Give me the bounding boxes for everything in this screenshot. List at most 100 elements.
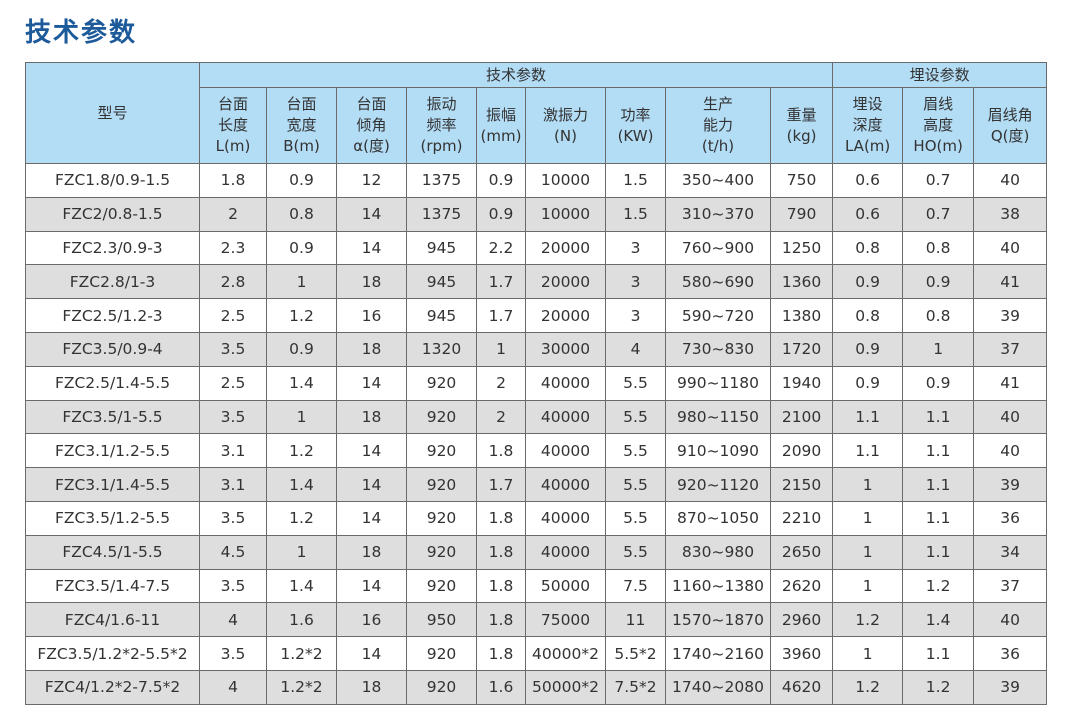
table-cell: 18: [336, 264, 407, 300]
table-row: FZC2.8/1-3 2.8 1 18 945 1.7 20000 3 580~690 1360 0…: [25, 264, 1048, 300]
table-cell: 1.1: [902, 500, 975, 536]
table-cell: 14: [336, 196, 407, 232]
table-cell: 40: [973, 230, 1048, 266]
table-cell: 2.5: [199, 365, 267, 401]
column-header-line: 眉线角: [987, 105, 1033, 124]
model-cell: FZC4/1.6-11: [25, 602, 200, 638]
column-header: 重量 (kg): [769, 87, 834, 164]
table-cell: 2650: [769, 534, 834, 570]
table-cell: 1570~1870: [665, 602, 771, 638]
table-cell: 1.1: [902, 636, 975, 671]
table-cell: 20000: [525, 264, 606, 300]
table-cell: 2.5: [199, 298, 267, 333]
model-cell: FZC4/1.2*2-7.5*2: [25, 669, 200, 705]
column-header-line: 激振力: [542, 105, 588, 124]
table-cell: 0.9: [832, 365, 904, 401]
model-cell: FZC3.5/1.2-5.5: [25, 500, 200, 536]
table-cell: 30000: [525, 331, 606, 367]
table-cell: 1: [266, 534, 337, 570]
column-header-line: (kg): [786, 126, 817, 145]
table-cell: 40000*2: [525, 636, 606, 671]
table-cell: 0.7: [902, 196, 975, 232]
table-cell: 1380: [769, 298, 834, 333]
column-header-line: 倾角: [356, 116, 387, 134]
table-cell: 11: [605, 602, 666, 638]
table-cell: 1.5: [605, 196, 666, 232]
table-cell: 1.1: [902, 399, 975, 435]
table-cell: 2.8: [199, 264, 267, 300]
column-header-line: 宽度: [286, 116, 317, 134]
table-cell: 3: [605, 298, 666, 333]
table-cell: 14: [336, 636, 407, 671]
table-cell: 0.8: [266, 196, 337, 232]
column-header-line: 深度: [852, 116, 883, 134]
table-cell: 920: [406, 636, 477, 671]
table-cell: 40: [973, 399, 1048, 435]
table-cell: 50000: [525, 568, 606, 604]
table-cell: 1.2: [902, 669, 975, 705]
table-cell: 990~1180: [665, 365, 771, 401]
table-cell: 2: [476, 399, 526, 435]
table-cell: 40000: [525, 433, 606, 469]
table-cell: 590~720: [665, 298, 771, 333]
table-cell: 1: [832, 636, 904, 671]
column-header-line: 台面: [356, 95, 387, 113]
column-header: 埋设 深度 LA(m): [832, 87, 904, 164]
table-cell: 14: [336, 365, 407, 401]
table-cell: 1.8: [476, 602, 526, 638]
table-row: FZC4.5/1-5.5 4.5 1 18 920 1.8 40000 5.5 830~980 2…: [25, 534, 1048, 570]
table-cell: 2960: [769, 602, 834, 638]
table-row: FZC3.5/1.2*2-5.5*2 3.5 1.2*2 14 920 1.8 40000*…: [25, 636, 1048, 671]
table-cell: 40: [973, 602, 1048, 638]
table-cell: 1.2: [832, 669, 904, 705]
table-cell: 1.8: [199, 163, 267, 198]
table-cell: 1.8: [476, 433, 526, 469]
table-cell: 5.5: [605, 500, 666, 536]
table-cell: 1.2*2: [266, 636, 337, 671]
table-cell: 730~830: [665, 331, 771, 367]
table-cell: 1.4: [902, 602, 975, 638]
table-cell: 1: [266, 264, 337, 300]
table-cell: 1.4: [266, 467, 337, 502]
table-cell: 0.9: [902, 264, 975, 300]
table-cell: 0.8: [902, 230, 975, 266]
model-cell: FZC1.8/0.9-1.5: [25, 163, 200, 198]
table-cell: 2.2: [476, 230, 526, 266]
column-header: 台面 倾角 α(度): [336, 87, 407, 164]
table-cell: 5.5: [605, 534, 666, 570]
table-cell: 40000: [525, 534, 606, 570]
table-cell: 39: [973, 669, 1048, 705]
table-cell: 1.2: [832, 602, 904, 638]
column-header-line: 频率: [426, 116, 457, 134]
table-row: FZC2.3/0.9-3 2.3 0.9 14 945 2.2 20000 3 760~900 1…: [25, 230, 1048, 266]
table-cell: 2150: [769, 467, 834, 502]
column-header-line: 高度: [923, 116, 954, 134]
column-header: 眉线角 Q(度): [973, 87, 1048, 164]
column-header-line: 台面: [286, 95, 317, 113]
table-cell: 41: [973, 365, 1048, 401]
column-header-line: 重量: [786, 105, 817, 124]
table-cell: 3960: [769, 636, 834, 671]
table-cell: 1.2: [266, 298, 337, 333]
table-cell: 3.1: [199, 467, 267, 502]
table-cell: 2090: [769, 433, 834, 469]
table-cell: 910~1090: [665, 433, 771, 469]
table-cell: 920: [406, 365, 477, 401]
table-cell: 0.9: [266, 230, 337, 266]
column-header: 振动 频率 (rpm): [406, 87, 477, 164]
table-cell: 945: [406, 230, 477, 266]
column-header-line: (N): [554, 126, 577, 145]
table-cell: 1: [266, 399, 337, 435]
table-row: FZC3.1/1.2-5.5 3.1 1.2 14 920 1.8 40000 5.5 910~…: [25, 433, 1048, 469]
table-cell: 36: [973, 636, 1048, 671]
table-cell: 0.8: [832, 230, 904, 266]
table-cell: 1160~1380: [665, 568, 771, 604]
model-cell: FZC3.5/1.2*2-5.5*2: [25, 636, 200, 671]
table-cell: 350~400: [665, 163, 771, 198]
table-row: FZC4/1.2*2-7.5*2 4 1.2*2 18 920 1.6 50000*2 7.5…: [25, 669, 1048, 705]
column-header: 振幅 (mm): [476, 87, 526, 164]
table-cell: 920: [406, 534, 477, 570]
table-cell: 3.5: [199, 500, 267, 536]
table-cell: 1740~2080: [665, 669, 771, 705]
table-cell: 1375: [406, 196, 477, 232]
